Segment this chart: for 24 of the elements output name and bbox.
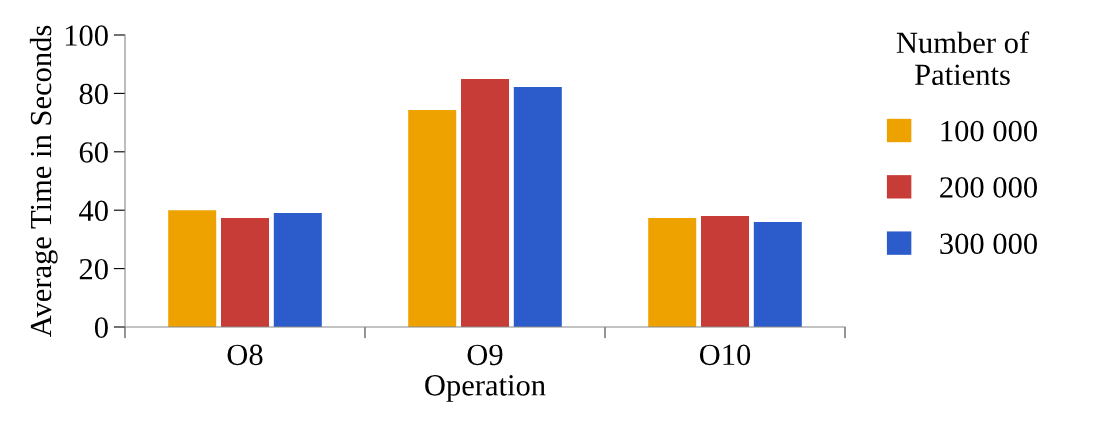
bar: [648, 218, 697, 327]
x-tick-label: O9: [467, 344, 503, 366]
x-tick-label: O8: [227, 344, 263, 366]
legend-label: 300 000: [940, 233, 1037, 255]
y-axis-title: Average Time in Seconds: [29, 25, 58, 338]
bar: [221, 218, 269, 327]
y-tick-label: 60: [79, 142, 108, 163]
bar: [701, 216, 749, 327]
legend-title: Number of Patients: [896, 31, 1030, 86]
bar: [753, 221, 802, 327]
x-axis-title: Operation: [425, 375, 546, 402]
x-tick-label: O10: [699, 344, 751, 366]
bar: [461, 79, 509, 327]
y-tick-label: 40: [79, 200, 108, 222]
y-tick-label: 0: [94, 317, 108, 338]
y-tick-label: 20: [79, 258, 108, 280]
y-tick-label: 80: [79, 83, 108, 105]
y-tick-label: 100: [65, 25, 108, 46]
legend-label: 100 000: [941, 120, 1037, 142]
bar: [168, 210, 217, 327]
bar: [273, 213, 322, 327]
bar: [408, 110, 457, 327]
bar: [513, 86, 562, 327]
legend-label: 200 000: [940, 177, 1037, 198]
